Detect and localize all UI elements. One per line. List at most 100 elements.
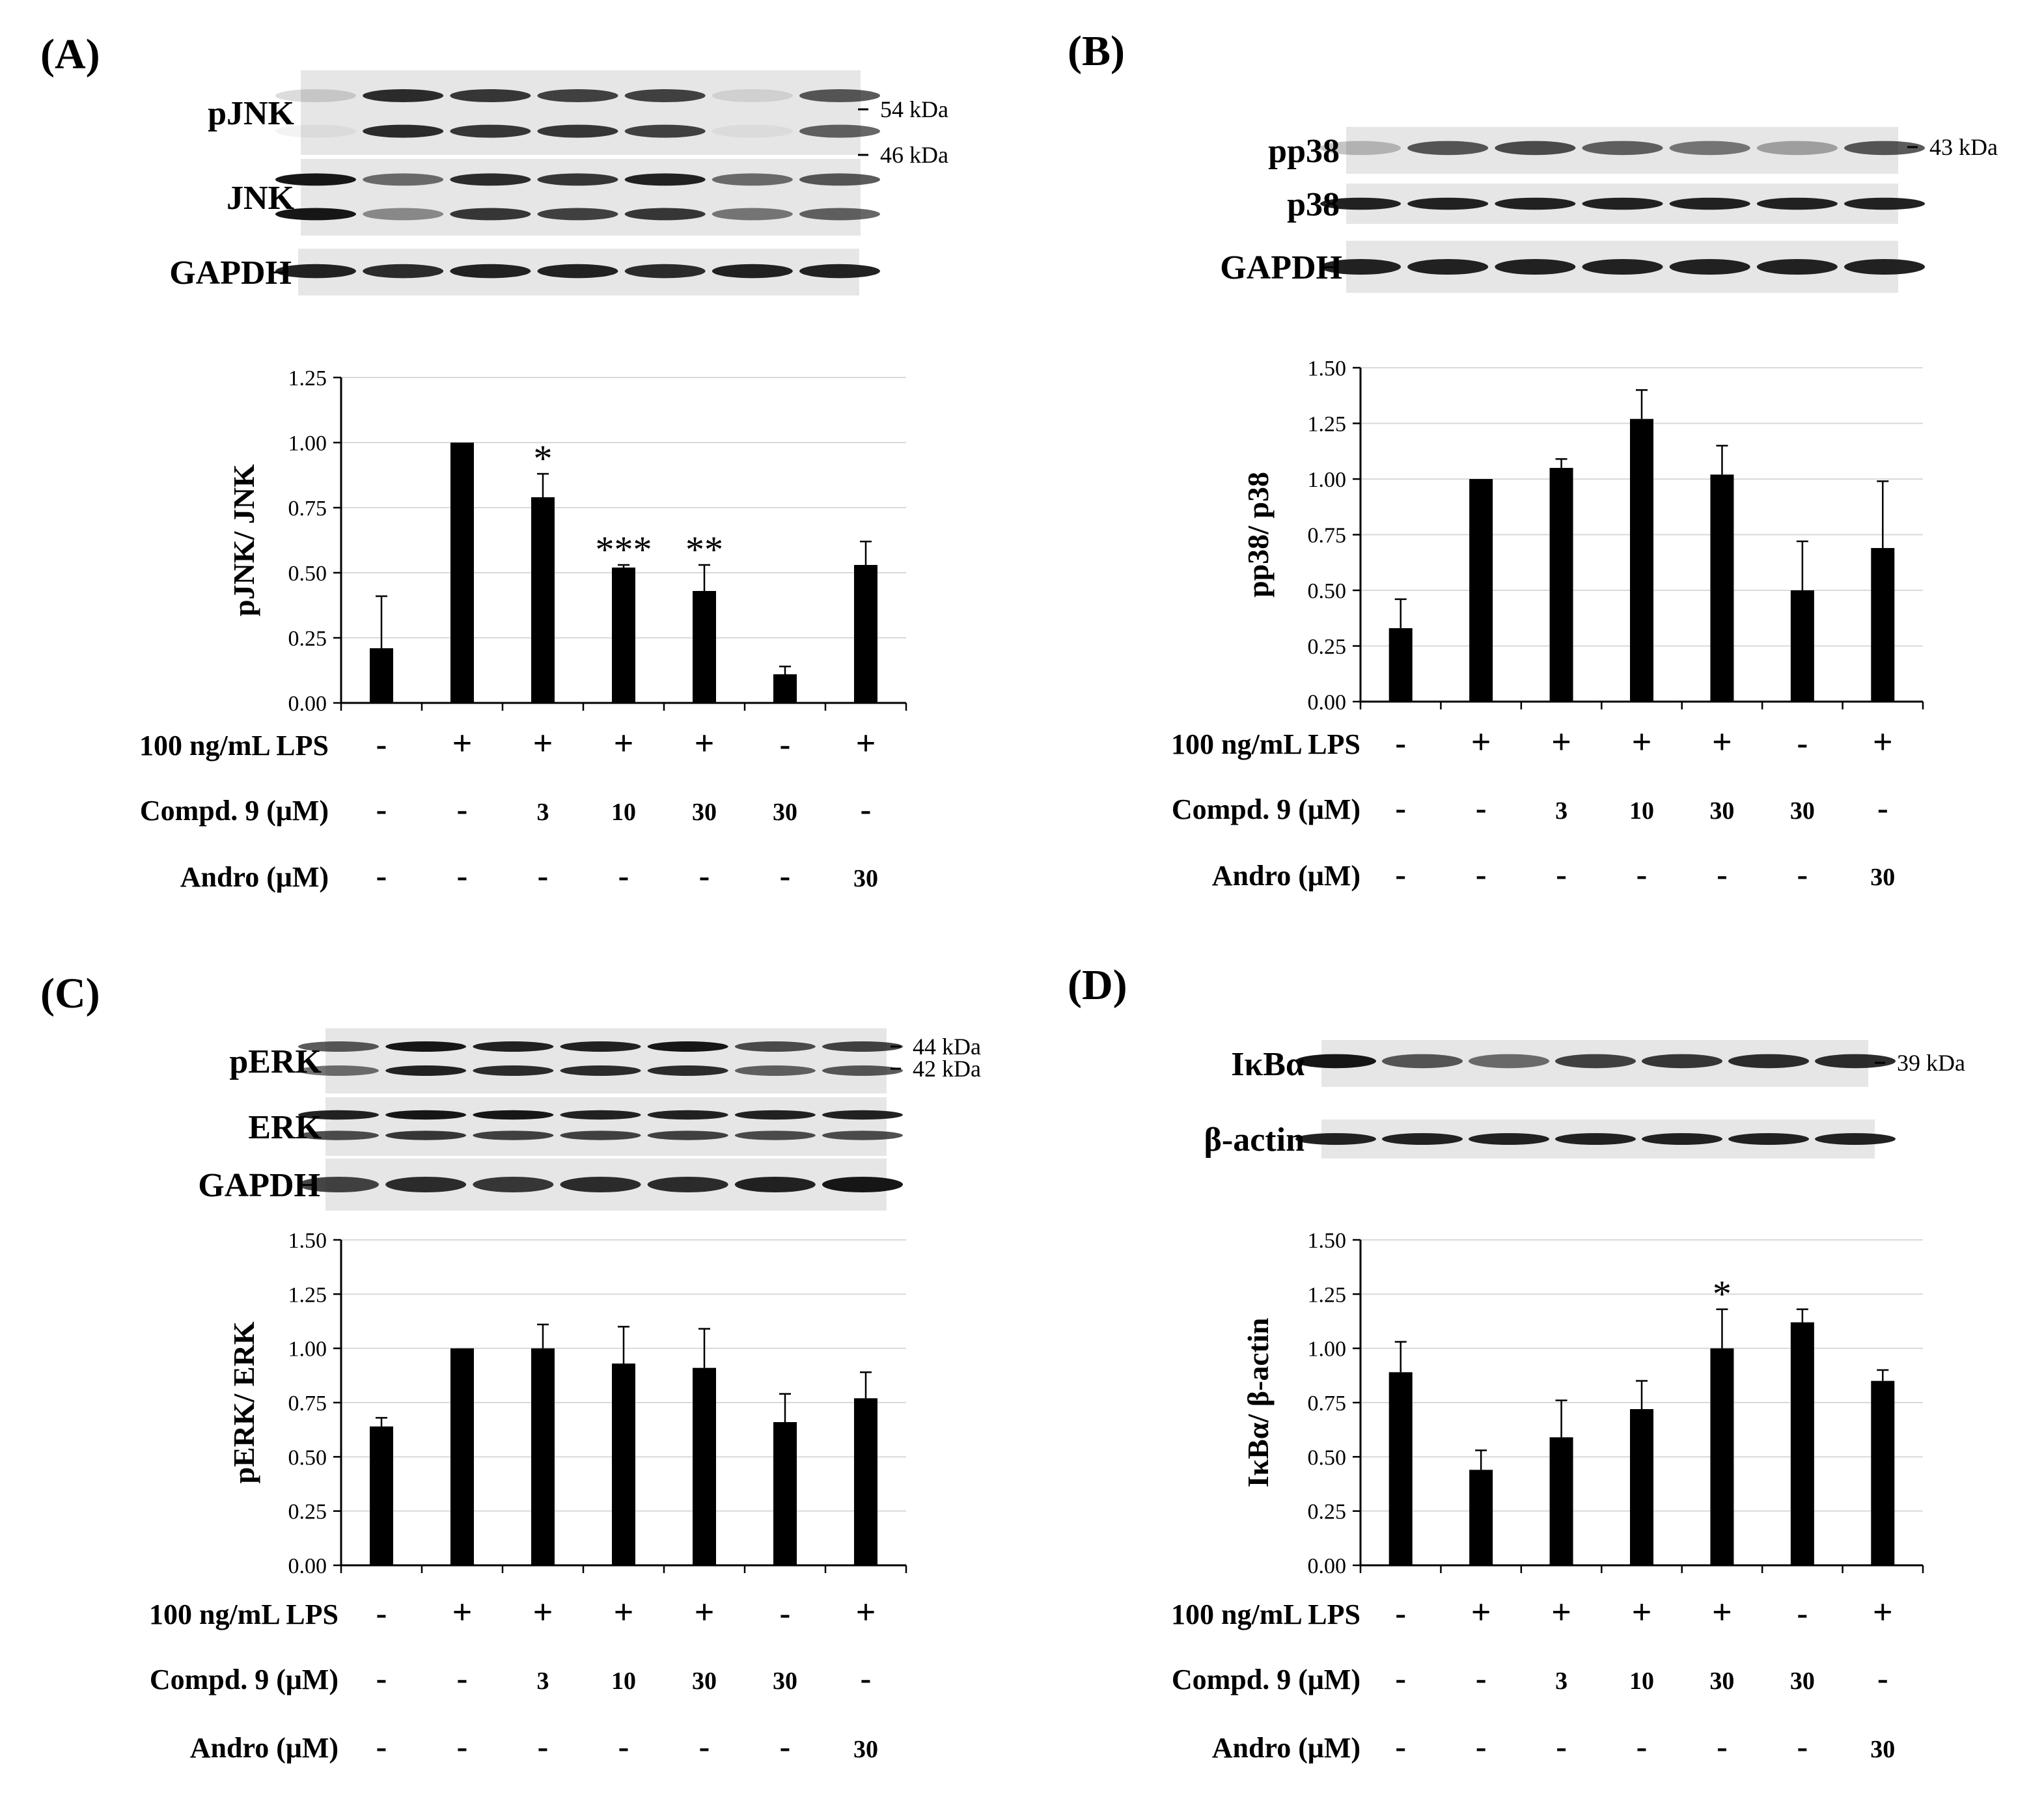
treatment-value: 30 [773,799,797,826]
blot-band [734,1041,816,1052]
blot-band [1582,141,1663,156]
treatment-label: 100 ng/mL LPS [1171,728,1360,760]
bar [612,1364,635,1565]
blot-strip [1320,127,1925,174]
blot-band [624,89,706,102]
blot-band [1728,1133,1809,1145]
treatment-value: - [1395,856,1406,892]
bar [1630,1409,1653,1565]
treatment-value: - [376,726,387,762]
treatment-value: 30 [1790,1667,1815,1695]
blot-band [647,1131,728,1140]
bar [773,674,797,703]
marker-label: 42 kDa [913,1056,981,1082]
blot-strip [298,1028,903,1093]
blot-strip [1320,184,1925,224]
blot-band [1669,259,1750,275]
treatment-value: - [861,791,872,827]
treatment-value: - [1797,1728,1808,1764]
blot-band [624,208,706,221]
y-tick-label: 0.00 [1308,1554,1347,1578]
y-tick-label: 0.75 [288,1392,327,1416]
treatment-value: - [1717,1728,1728,1764]
blot-label: pJNK [208,95,294,132]
blot-band [822,1177,903,1192]
bar [612,568,635,703]
bar [1630,418,1653,702]
blot-band [647,1110,728,1120]
treatment-value: 30 [1709,797,1734,825]
treatment-value: - [780,1595,791,1631]
blot-band [363,173,444,186]
treatment-value: + [614,724,634,763]
blot-strip [298,1097,903,1156]
panel-label: (A) [40,31,100,78]
treatment-value: - [1395,1660,1406,1696]
y-axis-label: pJNK/ JNK [227,464,260,616]
blot-label: pp38 [1268,133,1340,170]
blot-band [711,173,793,186]
blot-band [560,1131,641,1140]
y-tick-label: 1.25 [288,366,327,391]
treatment-label: Compd. 9 (μM) [140,795,329,827]
blot-band [1555,1054,1636,1069]
treatment-value: - [1476,789,1487,826]
panel-label: (D) [1068,961,1127,1009]
treatment-value: + [856,724,876,763]
treatment-value: 3 [537,1667,549,1695]
bar [370,648,393,703]
treatment-value: + [452,724,473,763]
y-tick-label: 0.00 [288,1554,327,1578]
treatment-value: - [1395,789,1406,826]
blot-band [537,89,618,102]
treatment-value: + [1551,1593,1571,1632]
blot-band [537,208,618,221]
treatment-value: 10 [611,799,636,826]
blot-band [1295,1054,1376,1069]
blot-band [1495,197,1576,210]
bar-chart: 0.00 0.25 0.50 0.75 1.00 1.25 1.50 * IκBα/ β-act… [1241,1229,1924,1578]
treatment-value: 30 [1790,797,1815,825]
treatment-value: - [780,1728,791,1764]
marker-label: 39 kDa [1897,1050,1965,1076]
blot-band [450,264,531,279]
blot-band [450,124,531,138]
blot-band [275,124,356,138]
treatment-value: 30 [1870,864,1895,891]
y-tick-label: 1.25 [1308,1283,1347,1307]
y-tick-label: 0.50 [288,1446,327,1470]
y-tick-label: 1.50 [288,1229,327,1253]
treatment-value: 30 [853,1736,878,1763]
treatment-label: Andro (μM) [190,1732,338,1764]
blot-label: ERK [248,1109,322,1146]
blot-band [1320,141,1401,156]
treatment-value: + [533,724,553,763]
blot-band [560,1110,641,1120]
blot-strip [1320,241,1925,293]
blot-band [711,89,793,102]
y-tick-label: 1.25 [288,1283,327,1307]
y-tick-label: 0.50 [1308,1446,1347,1470]
blot-band [1407,141,1489,156]
treatment-value: + [1873,1593,1893,1632]
bar [693,591,716,703]
treatment-value: - [1395,1595,1406,1631]
treatment-value: - [376,791,387,827]
bar [531,1348,555,1565]
blot-band [734,1065,816,1076]
blot-band [799,89,880,102]
treatment-value: - [1797,724,1808,761]
treatment-value: - [1476,1728,1487,1764]
treatment-value: - [780,857,791,894]
blot-band [799,208,880,221]
treatment-value: - [618,857,629,894]
blot-band [647,1177,728,1192]
treatment-value: - [861,1660,872,1696]
blot-band [734,1110,816,1120]
treatment-value: - [699,1728,710,1764]
blot-band [1642,1133,1722,1145]
y-tick-label: 0.50 [1308,579,1347,603]
bar-chart: 0.000.250.500.751.001.25**** **pJNK/ JNK [227,366,907,716]
blot-band [1669,197,1750,210]
